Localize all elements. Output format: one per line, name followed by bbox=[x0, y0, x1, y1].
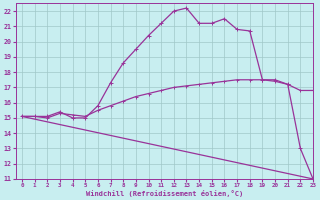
X-axis label: Windchill (Refroidissement éolien,°C): Windchill (Refroidissement éolien,°C) bbox=[86, 190, 243, 197]
